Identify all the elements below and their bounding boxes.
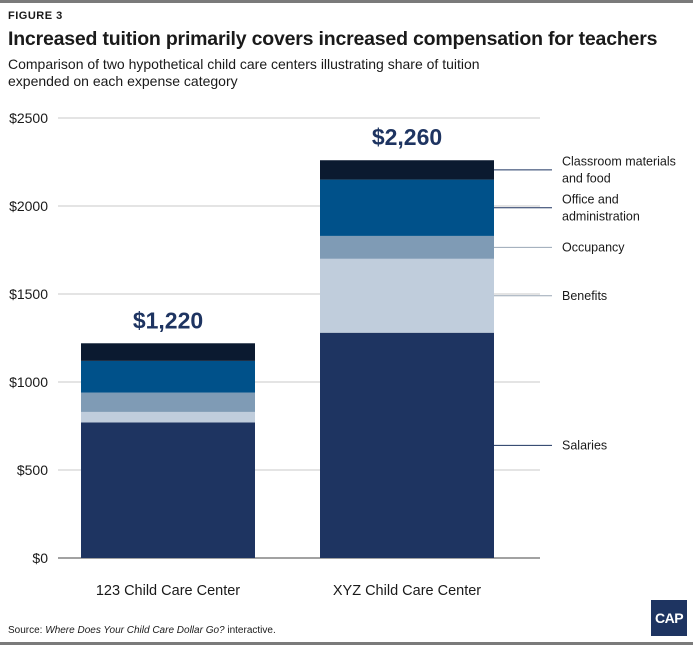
figure-label: FIGURE 3 <box>8 10 63 22</box>
bottom-rule <box>0 642 693 645</box>
stacked-bar-chart: $0 $500 $1000 $1500 $2000 $2500 $1,220 123 Chil… <box>9 110 676 599</box>
source-note: Source: Where Does Your Child Care Dolla… <box>8 625 276 636</box>
cap-logo: CAP <box>651 600 687 636</box>
annotation-label: Classroom materials <box>562 154 676 168</box>
y-tick-label: $0 <box>32 550 48 566</box>
top-rule <box>0 0 693 3</box>
bar-segment-office-and-administration <box>320 179 494 236</box>
bar-segment-salaries <box>320 332 494 558</box>
chart-subtitle: Comparison of two hypothetical child car… <box>8 56 480 89</box>
bar-segment-classroom-materials-and-food <box>81 343 255 361</box>
bar-segment-office-and-administration <box>81 360 255 393</box>
annotation-label: Salaries <box>562 438 607 452</box>
bar-segment-salaries <box>81 422 255 558</box>
source-work-title: Where Does Your Child Care Dollar Go? <box>45 625 225 636</box>
annotation-label: administration <box>562 209 640 223</box>
annotation-label: Benefits <box>562 289 607 303</box>
annotation-label: and food <box>562 171 611 185</box>
bar-segment-occupancy <box>320 235 494 259</box>
y-tick-label: $1000 <box>9 374 48 390</box>
y-tick-label: $2000 <box>9 198 48 214</box>
source-prefix: Source: <box>8 625 46 636</box>
y-tick-label: $1500 <box>9 286 48 302</box>
bar-total-label: $1,220 <box>133 307 203 333</box>
annotation-label: Occupancy <box>562 240 625 254</box>
bar-segment-classroom-materials-and-food <box>320 160 494 180</box>
bar-segment-benefits <box>81 411 255 423</box>
x-category-label: XYZ Child Care Center <box>333 583 481 599</box>
x-category-label: 123 Child Care Center <box>96 583 240 599</box>
source-suffix: interactive. <box>224 625 276 636</box>
chart-title: Increased tuition primarily covers incre… <box>8 28 658 50</box>
bar-total-label: $2,260 <box>372 124 442 150</box>
bar-segment-benefits <box>320 258 494 333</box>
annotation-label: Office and <box>562 192 619 206</box>
bar-segment-occupancy <box>81 392 255 412</box>
y-tick-label: $2500 <box>9 110 48 126</box>
y-tick-label: $500 <box>17 462 48 478</box>
